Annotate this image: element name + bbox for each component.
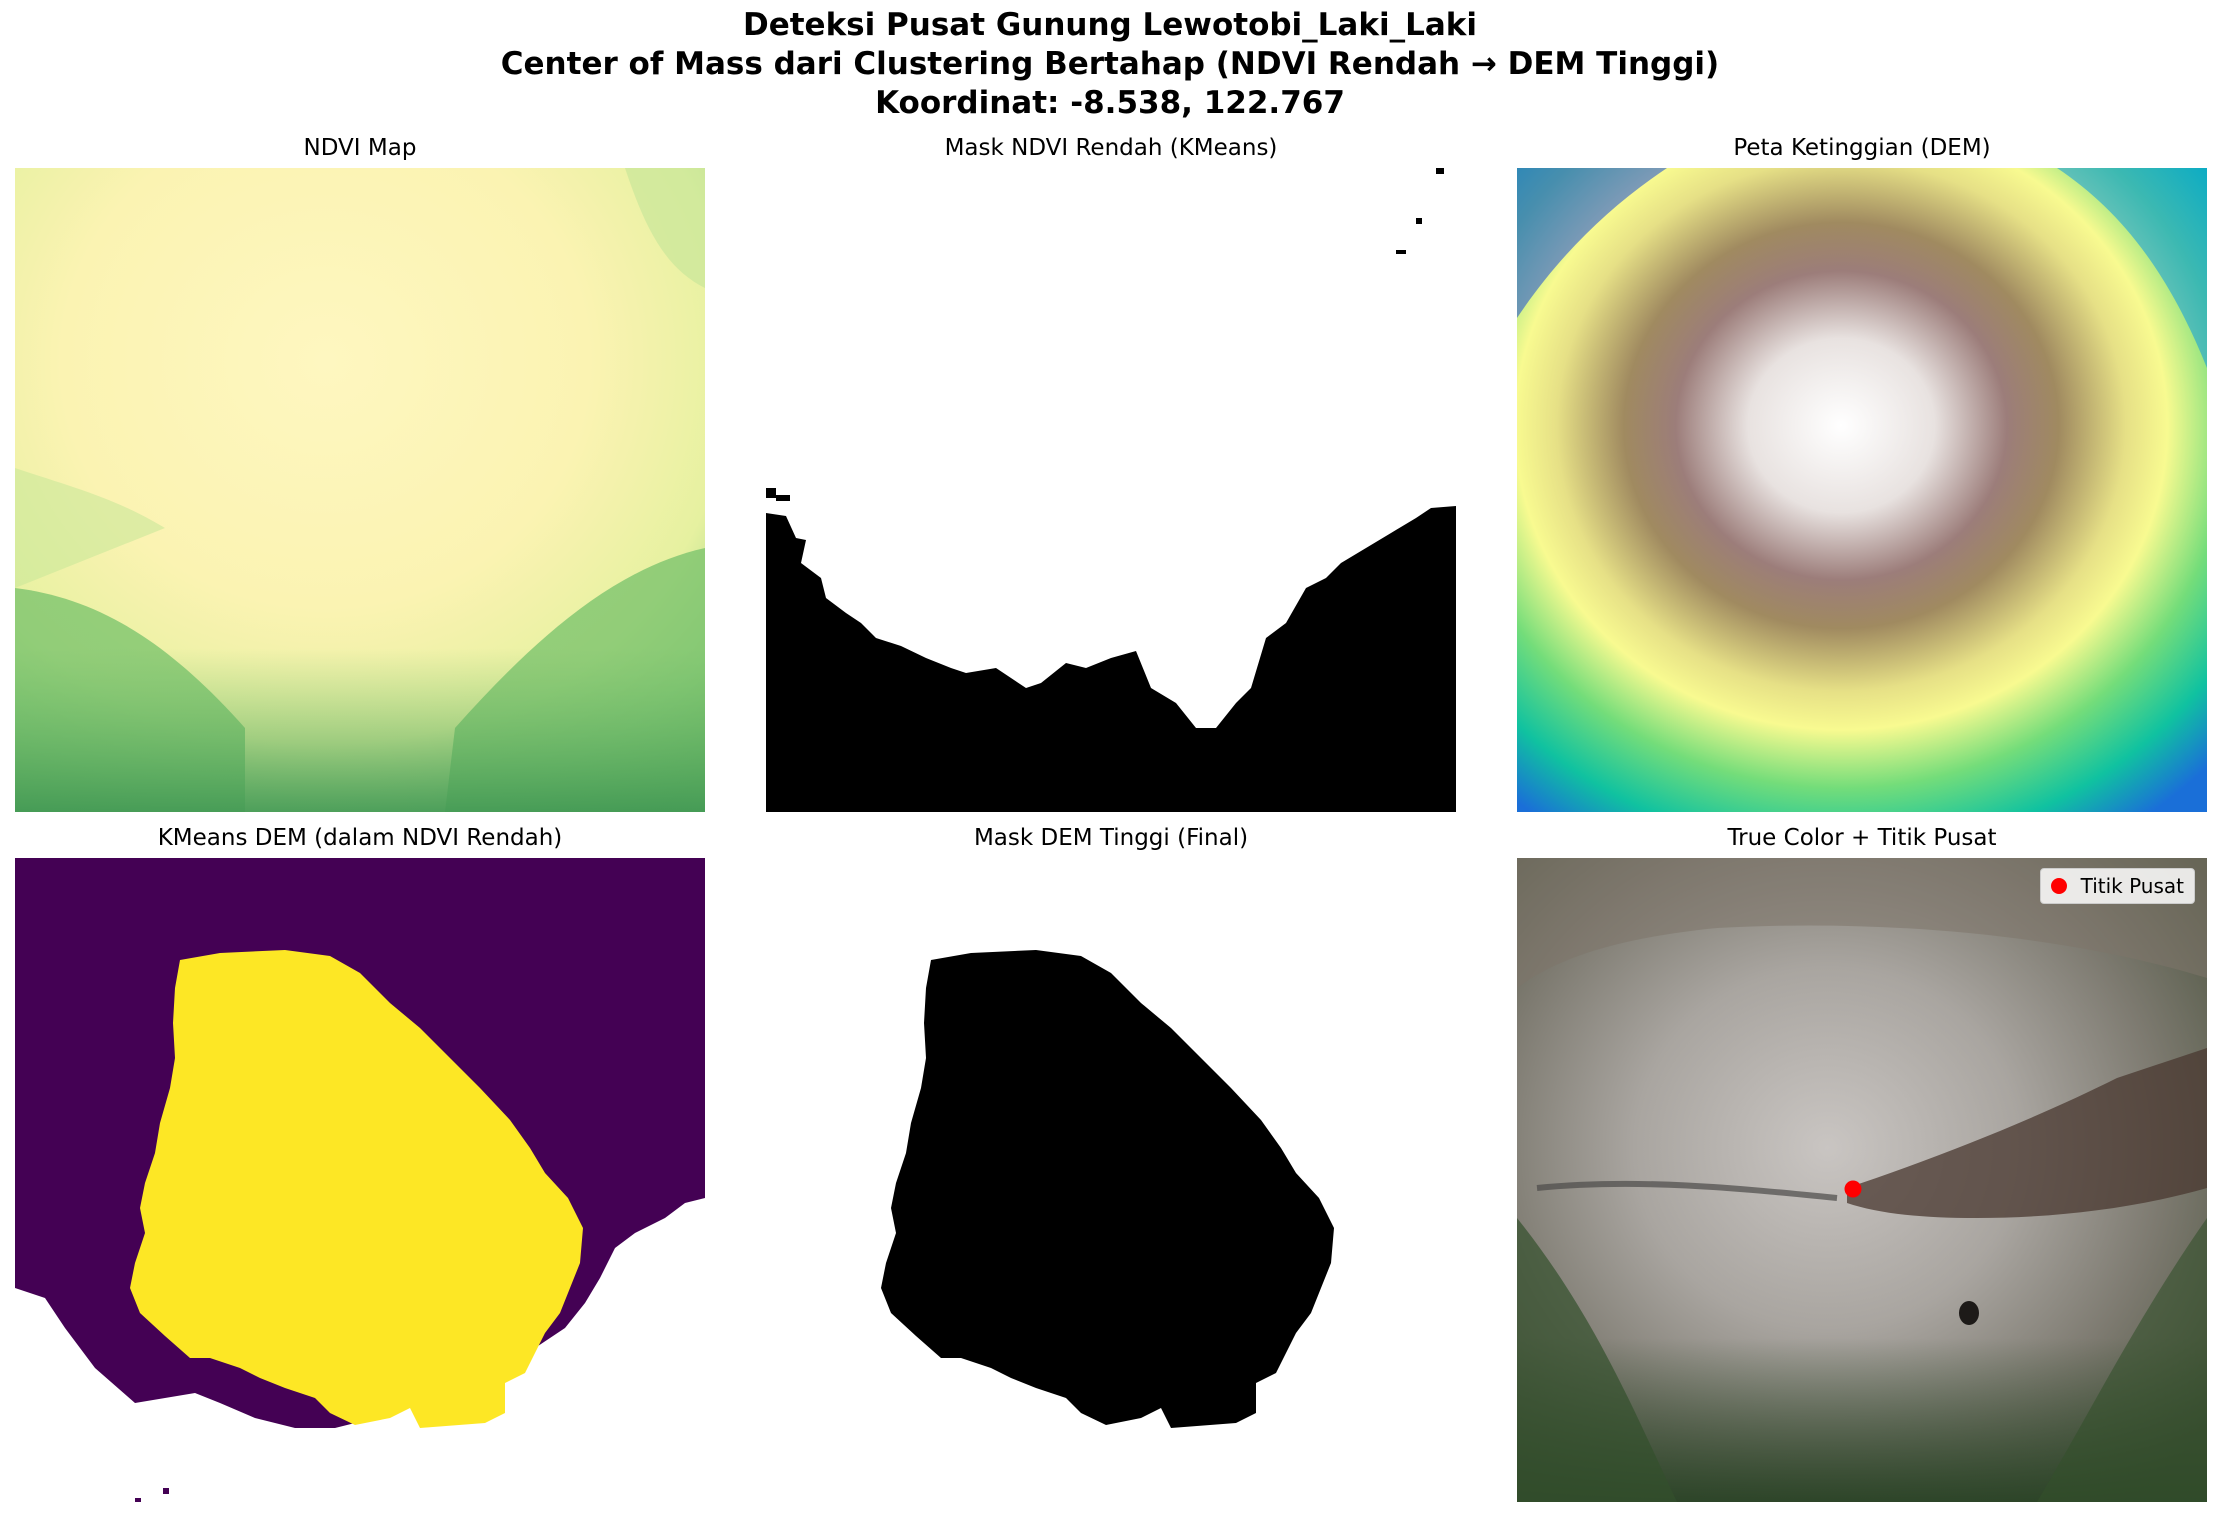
- dem-mask-title: Mask DEM Tinggi (Final): [973, 825, 1249, 851]
- dem-mask-panel: [766, 858, 1456, 1502]
- ndvi-mask-panel: [766, 168, 1456, 812]
- legend-marker-icon: [2050, 878, 2067, 894]
- legend-label: Titik Pusat: [2080, 874, 2184, 898]
- center-point-marker: [1844, 1180, 1862, 1198]
- dem-map-image: [1517, 168, 2207, 812]
- ndvi-map-panel: [15, 168, 705, 812]
- ndvi-mask-title: Mask NDVI Rendah (KMeans): [944, 135, 1278, 161]
- figure-title-line-2: Center of Mass dari Clustering Bertahap …: [500, 46, 1720, 82]
- ndvi-map-title: NDVI Map: [303, 135, 417, 161]
- true-color-title: True Color + Titik Pusat: [1727, 825, 1997, 851]
- kmeans-dem-panel: [15, 858, 705, 1502]
- kmeans-dem-title: KMeans DEM (dalam NDVI Rendah): [157, 825, 563, 851]
- ndvi-mask-image: [766, 168, 1456, 812]
- dem-map-panel: [1517, 168, 2207, 812]
- dem-mask-image: [766, 858, 1456, 1502]
- kmeans-dem-image: [15, 858, 705, 1502]
- true-color-image: [1517, 858, 2207, 1502]
- dem-map-title: Peta Ketinggian (DEM): [1733, 135, 1991, 161]
- ndvi-map-image: [15, 168, 705, 812]
- figure-title-line-1: Deteksi Pusat Gunung Lewotobi_Laki_Laki: [742, 7, 1478, 43]
- true-color-panel: Titik Pusat: [1517, 858, 2207, 1502]
- legend: Titik Pusat: [2039, 868, 2195, 904]
- figure-title-line-3: Koordinat: -8.538, 122.767: [875, 85, 1345, 121]
- figure-title: Deteksi Pusat Gunung Lewotobi_Laki_Laki …: [0, 6, 2220, 123]
